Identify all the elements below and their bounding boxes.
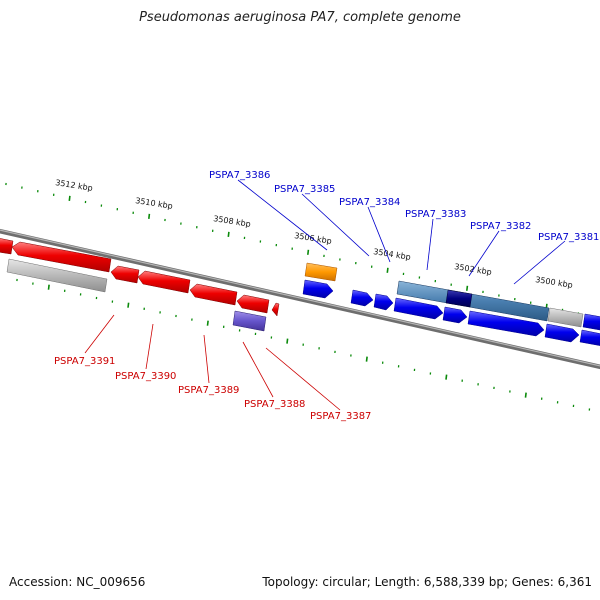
gene-feature-forward[interactable] — [373, 293, 394, 311]
tick-label: 3508 kbp — [213, 214, 252, 229]
gene-feature-reverse[interactable] — [137, 270, 191, 294]
gene-feature-forward[interactable] — [302, 279, 334, 299]
gene-feature-reverse[interactable] — [271, 302, 280, 317]
major-tick — [47, 284, 50, 290]
tick-label: 3500 kbp — [535, 275, 574, 290]
tick-label: 3506 kbp — [294, 231, 333, 246]
gene-label-bottom[interactable]: PSPA7_3388 — [244, 399, 305, 410]
gene-feature-forward[interactable] — [350, 289, 374, 307]
tick-label: 3504 kbp — [373, 247, 412, 262]
label-leader-lines — [84, 179, 566, 411]
gene-label-bottom[interactable]: PSPA7_3389 — [178, 385, 239, 396]
major-tick — [365, 356, 368, 362]
gene-label-top[interactable]: PSPA7_3382 — [470, 221, 531, 232]
gene-label-top[interactable]: PSPA7_3381 — [538, 232, 599, 243]
major-tick — [386, 267, 389, 273]
map-title: Pseudomonas aeruginosa PA7, complete gen… — [139, 10, 461, 25]
gene-feature-forward[interactable] — [442, 306, 468, 324]
major-tick — [227, 231, 230, 237]
gene-feature-forward[interactable] — [445, 289, 473, 308]
gene-features — [0, 238, 600, 346]
gene-feature-forward[interactable] — [396, 280, 550, 322]
gene-label-bottom[interactable]: PSPA7_3391 — [54, 356, 115, 367]
gene-feature-reverse[interactable] — [110, 265, 140, 284]
gene-feature-forward[interactable] — [579, 329, 600, 346]
gene-label-top[interactable]: PSPA7_3385 — [274, 184, 335, 195]
accession-text: Accession: NC_009656 — [9, 575, 146, 589]
major-tick — [206, 320, 209, 326]
gene-feature-forward[interactable] — [582, 313, 600, 331]
genome-backbone — [0, 228, 600, 370]
gene-label-bottom[interactable]: PSPA7_3390 — [115, 371, 176, 382]
gene-label-top[interactable]: PSPA7_3383 — [405, 209, 466, 220]
gene-labels: PSPA7_3386 PSPA7_3385 PSPA7_3384 PSPA7_3… — [54, 170, 599, 422]
major-tick — [286, 338, 289, 344]
tick-label: 3510 kbp — [135, 196, 174, 211]
major-tick — [127, 302, 130, 308]
tick-marks-lower — [16, 278, 591, 411]
genome-summary-text: Topology: circular; Length: 6,588,339 bp… — [262, 575, 592, 589]
gene-feature-reverse[interactable] — [6, 258, 108, 293]
gene-label-bottom[interactable]: PSPA7_3387 — [310, 411, 371, 422]
major-tick — [68, 195, 71, 201]
major-tick — [466, 285, 469, 291]
gene-feature-forward[interactable] — [467, 310, 545, 337]
major-tick — [148, 213, 151, 219]
gene-feature-forward[interactable] — [547, 307, 584, 328]
gene-feature-forward[interactable] — [544, 323, 580, 343]
gene-label-top[interactable]: PSPA7_3386 — [209, 170, 270, 181]
gene-feature-forward[interactable] — [304, 262, 338, 282]
gene-feature-reverse[interactable] — [0, 238, 14, 255]
gene-feature-reverse[interactable] — [236, 294, 270, 314]
major-tick — [307, 249, 310, 255]
gene-feature-reverse[interactable] — [189, 283, 238, 306]
gene-feature-forward[interactable] — [393, 297, 444, 320]
gene-feature-reverse[interactable] — [232, 310, 267, 332]
tick-label: 3512 kbp — [55, 178, 94, 193]
gene-label-top[interactable]: PSPA7_3384 — [339, 197, 400, 208]
major-tick — [524, 392, 527, 398]
major-tick — [445, 374, 448, 380]
gene-feature-reverse[interactable] — [11, 241, 112, 273]
